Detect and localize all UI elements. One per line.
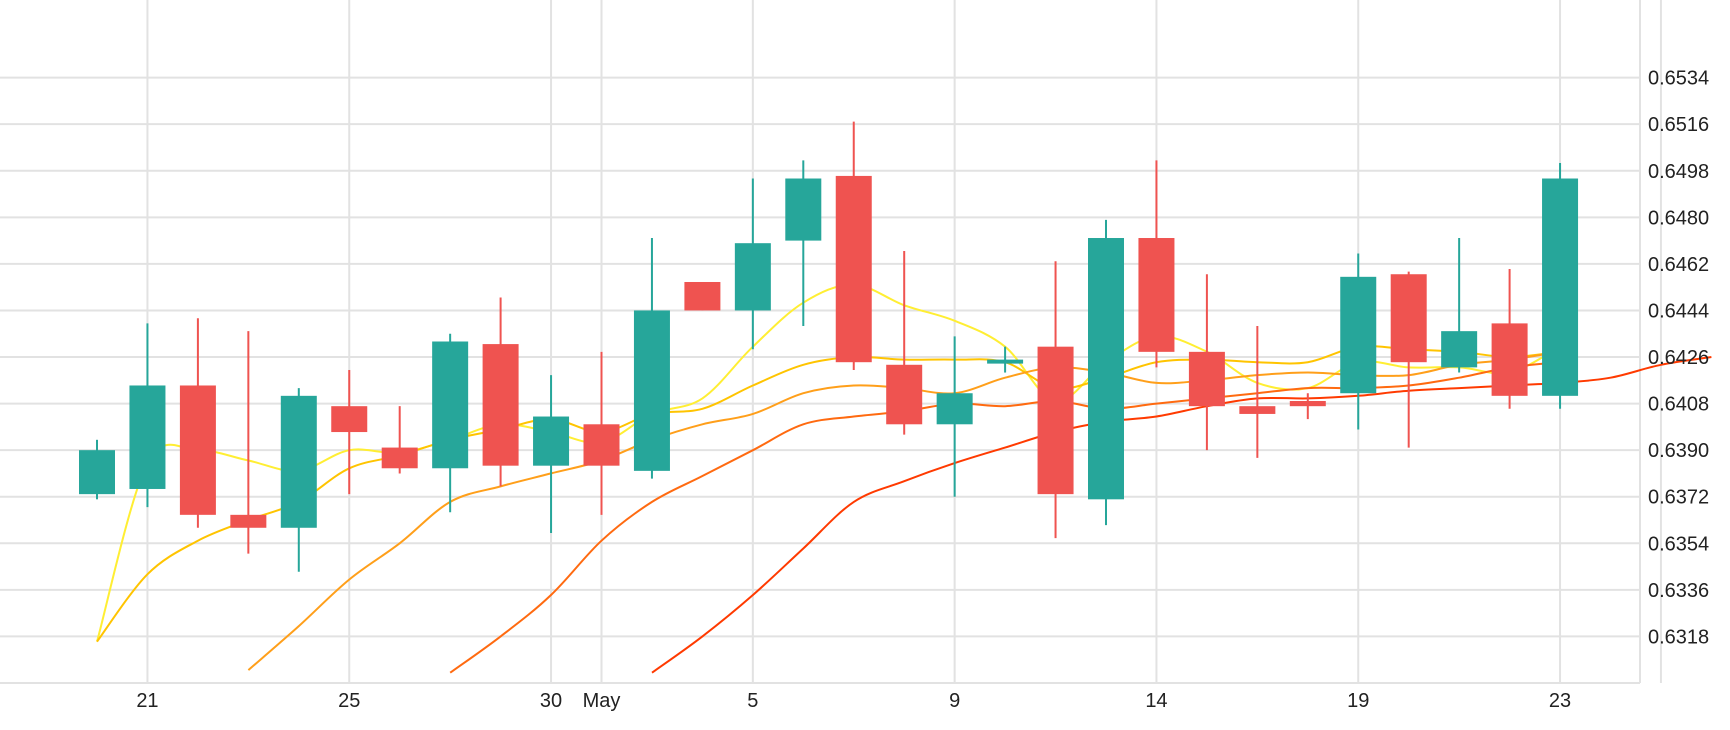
candle (79, 439, 115, 500)
candle (533, 375, 570, 533)
y-tick-label: 0.6444 (1648, 300, 1709, 322)
candle-body (936, 393, 973, 425)
candle (230, 331, 267, 554)
candle (633, 238, 670, 479)
candle-body (533, 416, 570, 466)
y-tick-label: 0.6408 (1648, 394, 1709, 416)
candle (179, 318, 216, 528)
candle-body (633, 310, 670, 471)
candle (1491, 269, 1528, 409)
candle (280, 388, 317, 572)
x-tick-label: 9 (949, 690, 960, 712)
ma-line-4 (449, 361, 1561, 674)
candle-body (886, 364, 923, 425)
candle-body (1390, 274, 1427, 363)
x-tick-label: 19 (1347, 690, 1369, 712)
candle (1441, 238, 1478, 373)
candle-body (1188, 351, 1225, 407)
y-tick-label: 0.6318 (1648, 626, 1709, 648)
candle-body (987, 359, 1024, 364)
candle-body (1542, 178, 1579, 396)
candle (482, 297, 519, 487)
candle (1542, 162, 1579, 409)
y-tick-label: 0.6462 (1648, 254, 1709, 276)
y-tick-label: 0.6336 (1648, 580, 1709, 602)
candle (1088, 219, 1124, 526)
ma-line-5 (651, 356, 1712, 674)
candle-body (1441, 331, 1478, 368)
x-axis-labels: 21 25 30 May 5 9 14 19 23 (136, 690, 1571, 712)
x-tick-label: 30 (540, 690, 562, 712)
candle-body (684, 281, 721, 311)
y-tick-label: 0.6498 (1648, 161, 1709, 183)
y-tick-label: 0.6516 (1648, 114, 1709, 136)
candle-body (1037, 346, 1074, 495)
candle-body (129, 385, 166, 489)
y-tick-label: 0.6426 (1648, 347, 1709, 369)
candle-body (1491, 323, 1528, 396)
candle (1037, 261, 1074, 539)
y-tick-label: 0.6480 (1648, 207, 1709, 229)
candle-body (1340, 276, 1377, 394)
y-tick-label: 0.6372 (1648, 487, 1709, 509)
x-tick-label: 21 (136, 690, 158, 712)
candle (835, 121, 872, 370)
candle (432, 333, 469, 513)
candle (987, 346, 1024, 373)
candle (1138, 160, 1175, 368)
candle (1239, 325, 1276, 458)
candle-body (1138, 238, 1175, 352)
y-tick-label: 0.6390 (1648, 440, 1709, 462)
candle-body (432, 341, 469, 469)
candle-body (230, 514, 267, 528)
candle (734, 178, 771, 350)
y-axis-labels: 0.6318 0.6336 0.6354 0.6372 0.6390 0.6408 0.64… (1648, 68, 1709, 649)
candle-body (482, 344, 519, 466)
candle-body (1289, 401, 1326, 407)
y-tick-label: 0.6354 (1648, 533, 1709, 555)
candle (331, 369, 368, 495)
candle-body (79, 450, 115, 495)
candle (1289, 393, 1326, 420)
x-tick-label: 23 (1549, 690, 1571, 712)
ma-line-2 (96, 345, 1561, 643)
candle-body (734, 243, 771, 311)
candle-body (179, 385, 216, 515)
candle (684, 281, 721, 311)
x-tick-label: May (583, 690, 621, 712)
y-tick-label: 0.6534 (1648, 68, 1709, 90)
candle (129, 323, 166, 508)
candle-body (331, 406, 368, 433)
candle (1188, 274, 1225, 451)
candle-body (835, 175, 872, 363)
candle-body (1088, 238, 1124, 500)
candle-body (583, 424, 620, 466)
candle (886, 250, 923, 435)
candle (381, 406, 418, 474)
candle (583, 351, 620, 515)
candle-body (1239, 406, 1276, 414)
x-tick-label: 14 (1145, 690, 1167, 712)
x-tick-label: 5 (747, 690, 758, 712)
candle-body (785, 178, 822, 241)
candle-body (280, 395, 317, 528)
x-tick-label: 25 (338, 690, 360, 712)
candle (785, 160, 822, 326)
candle (1390, 271, 1427, 448)
candles (79, 121, 1579, 572)
candle-body (381, 447, 418, 469)
candle (936, 336, 973, 497)
candle (1340, 253, 1377, 430)
